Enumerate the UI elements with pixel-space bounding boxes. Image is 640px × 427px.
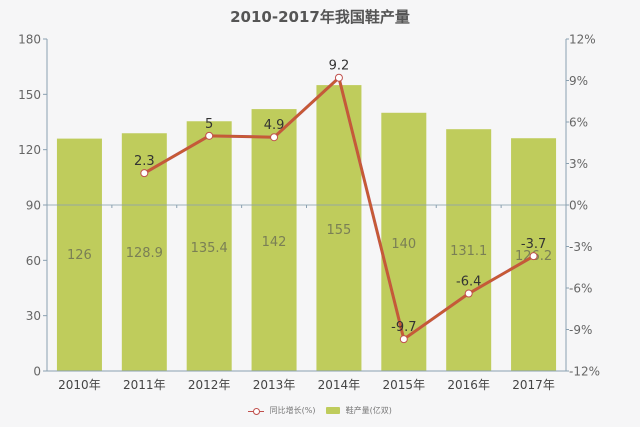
category-label: 2016年 bbox=[447, 378, 490, 392]
bar-value-label: 155 bbox=[327, 223, 352, 238]
bar-value-label: 128.9 bbox=[126, 246, 163, 261]
category-label: 2014年 bbox=[318, 378, 361, 392]
category-label: 2012年 bbox=[188, 378, 231, 392]
category-label: 2017年 bbox=[512, 378, 555, 392]
right-axis-tick-label: 12% bbox=[569, 33, 596, 47]
left-axis-tick-label: 30 bbox=[26, 309, 41, 323]
category-label: 2010年 bbox=[58, 378, 101, 392]
growth-point bbox=[464, 289, 473, 298]
right-axis-tick-label: 0% bbox=[569, 199, 588, 213]
left-axis-tick-label: 120 bbox=[18, 143, 41, 157]
right-axis-tick-label: 3% bbox=[569, 157, 588, 171]
bar-value-label: 140 bbox=[391, 237, 416, 252]
right-axis-tick-label: 6% bbox=[569, 116, 588, 130]
bar bbox=[251, 109, 297, 371]
right-axis-tick-label: -9% bbox=[569, 323, 592, 337]
left-axis-tick-label: 60 bbox=[26, 254, 41, 268]
bar-value-label: 135.4 bbox=[191, 241, 228, 256]
left-axis-tick-label: 90 bbox=[26, 199, 41, 213]
line-legend-label: 同比增长(%) bbox=[269, 406, 316, 415]
growth-point bbox=[399, 335, 408, 344]
growth-point bbox=[529, 252, 538, 261]
bar-legend-icon bbox=[326, 407, 341, 414]
right-axis-tick-label: 9% bbox=[569, 74, 588, 88]
growth-value-label: 9.2 bbox=[329, 59, 350, 74]
category-label: 2011年 bbox=[123, 378, 166, 392]
growth-value-label: -9.7 bbox=[391, 320, 416, 335]
left-axis-tick-label: 150 bbox=[18, 88, 41, 102]
combo-chart: 0 30 60 90 120 150 180 -12% -9% -6% -3% 0% 3% 6% 9% 12%… bbox=[18, 33, 600, 393]
growth-point bbox=[205, 131, 214, 140]
chart-title: 2010-2017年我国鞋产量 bbox=[230, 8, 410, 26]
bar bbox=[186, 121, 232, 371]
bar bbox=[56, 138, 102, 371]
growth-point bbox=[334, 73, 343, 82]
bar-legend-label: 鞋产量(亿双) bbox=[345, 406, 392, 415]
bar bbox=[446, 129, 492, 371]
bar-value-label: 126 bbox=[67, 248, 92, 263]
growth-value-label: -3.7 bbox=[521, 237, 546, 252]
right-axis-tick-label: -6% bbox=[569, 282, 592, 296]
bar-value-label: 131.1 bbox=[450, 244, 487, 259]
line-legend-icon bbox=[248, 407, 265, 415]
right-axis-tick-label: -3% bbox=[569, 240, 592, 254]
right-axis-tick-label: -12% bbox=[569, 365, 600, 379]
growth-point bbox=[270, 133, 279, 142]
growth-value-label: 4.9 bbox=[264, 118, 285, 133]
legend: 同比增长(%) 鞋产量(亿双) bbox=[0, 405, 640, 416]
growth-value-label: 5 bbox=[205, 117, 213, 132]
bar-value-label: 142 bbox=[262, 235, 287, 250]
growth-point bbox=[140, 169, 149, 178]
growth-value-label: -6.4 bbox=[456, 275, 481, 290]
growth-value-label: 2.3 bbox=[134, 154, 155, 169]
left-axis-tick-label: 180 bbox=[18, 33, 41, 47]
left-axis-tick-label: 0 bbox=[33, 365, 41, 379]
category-label: 2015年 bbox=[383, 378, 426, 392]
category-label: 2013年 bbox=[253, 378, 296, 392]
